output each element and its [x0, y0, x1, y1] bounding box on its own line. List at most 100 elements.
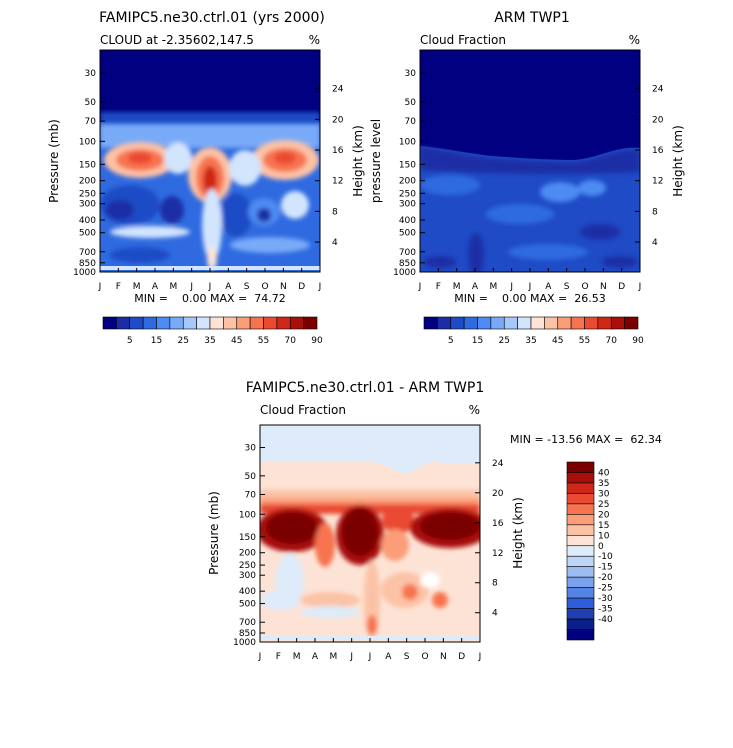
- panel-obs-colorbar-swatch: [437, 316, 452, 330]
- panel-model-colorbar-swatch: [249, 316, 264, 330]
- panel-diff-colorbar-label: 25: [598, 500, 609, 510]
- panel-model-month-tick-label: J: [318, 282, 322, 292]
- panel-obs-pressure-tick-label: 150: [399, 160, 416, 170]
- panel-obs-stats: MIN = 0.00 MAX = 26.53: [454, 292, 605, 305]
- panel-diff-ylabel: Pressure (mb): [207, 491, 221, 575]
- panel-model-colorbar-swatch: [209, 316, 224, 330]
- panel-model-colorbar-swatch: [169, 316, 184, 330]
- panel-obs-pressure-tick-label: 700: [399, 248, 416, 258]
- panel-model-stats: MIN = 0.00 MAX = 74.72: [134, 292, 285, 305]
- panel-diff-colorbar-label: 15: [598, 521, 609, 531]
- panel-model-colorbar-swatch: [223, 316, 238, 330]
- panel-obs-colorbar-swatch: [544, 316, 559, 330]
- panel-model-title: FAMIPC5.ne30.ctrl.01 (yrs 2000): [99, 10, 325, 26]
- panel-model-height-tick-label: 8: [332, 207, 338, 217]
- panel-obs-title: ARM TWP1: [494, 10, 570, 26]
- panel-model-height-tick-label: 12: [332, 177, 343, 187]
- panel-obs-colorbar-swatch: [530, 316, 545, 330]
- panel-diff-colorbar-swatch: [566, 545, 595, 557]
- panel-model-month-tick-label: N: [280, 282, 287, 292]
- panel-obs-subtitle: Cloud Fraction: [420, 33, 506, 47]
- panel-diff-colorbar-swatch: [566, 587, 595, 599]
- panel-obs-month-tick-label: D: [618, 282, 625, 292]
- panel-diff-month-tick-label: M: [293, 652, 301, 662]
- panel-diff-height-tick-label: 16: [492, 519, 504, 529]
- panel-model-colorbar-label: 25: [178, 336, 189, 346]
- panel-model-pressure-tick-label: 300: [79, 200, 96, 210]
- panel-obs-month-tick-label: J: [638, 282, 642, 292]
- panel-obs-colorbar: 5 15 25 35 45 55 70 90: [423, 316, 644, 346]
- panel-diff-pressure-tick-label: 700: [239, 618, 256, 628]
- panel-obs-month-tick-label: O: [581, 282, 588, 292]
- panel-diff-colorbar-label: -35: [598, 605, 613, 615]
- panel-model-colorbar: 5 15 25 35 45 55 70 90: [102, 316, 323, 346]
- panel-obs-month-tick-label: J: [509, 282, 513, 292]
- panel-model-pressure-tick-label: 500: [79, 229, 96, 239]
- panel-model-month-tick-label: D: [298, 282, 305, 292]
- panel-diff-ylabel-right: Height (km): [511, 497, 525, 568]
- panel-obs-colorbar-swatch: [584, 316, 599, 330]
- panel-diff-colorbar-swatch: [566, 524, 595, 536]
- panel-obs-colorbar-swatch: [503, 316, 518, 330]
- panel-model-colorbar-swatch: [129, 316, 144, 330]
- panel-model-colorbar-swatch: [142, 316, 157, 330]
- panel-obs-colorbar-swatch: [597, 316, 612, 330]
- panel-obs-ylabel: pressure level: [369, 119, 383, 203]
- panel-obs-colorbar-label: 35: [525, 336, 536, 346]
- panel-diff-pressure-tick-label: 200: [239, 549, 256, 559]
- panel-diff-pressure-tick-label: 250: [239, 561, 256, 571]
- panel-model-month-tick-label: J: [189, 282, 193, 292]
- panel-model-month-tick-label: A: [225, 282, 232, 292]
- panel-obs: ARM TWP1 Cloud Fraction % 30 50 70 100 150 20…: [369, 10, 685, 346]
- panel-obs-colorbar-swatch: [557, 316, 572, 330]
- panel-obs-month-tick-label: M: [453, 282, 461, 292]
- panel-diff-month-tick-label: A: [312, 652, 319, 662]
- panel-model-month-tick-label: S: [244, 282, 250, 292]
- panel-obs-month-tick-label: J: [528, 282, 532, 292]
- panel-model-colorbar-label: 55: [258, 336, 269, 346]
- panel-obs-pressure-tick-label: 70: [405, 117, 417, 127]
- panel-diff-height-tick-label: 8: [492, 579, 498, 589]
- panel-diff-units: %: [469, 403, 480, 417]
- panel-model-pressure-tick-label: 50: [85, 98, 97, 108]
- panel-obs-colorbar-label: 15: [472, 336, 483, 346]
- panel-model-pressure-tick-label: 1000: [73, 268, 96, 278]
- panel-obs-height-tick-label: 16: [652, 146, 664, 156]
- panel-diff-colorbar-swatch: [566, 482, 595, 494]
- panel-model-colorbar-label: 5: [127, 336, 133, 346]
- panel-model-month-tick-label: M: [133, 282, 141, 292]
- panel-diff-pressure-tick-label: 70: [245, 490, 257, 500]
- panel-model-height-tick-label: 24: [332, 85, 344, 95]
- panel-obs-colorbar-label: 5: [448, 336, 454, 346]
- panel-model-colorbar-swatch: [196, 316, 211, 330]
- panel-diff-colorbar-label: 0: [598, 542, 604, 552]
- panel-model-month-tick-label: O: [261, 282, 268, 292]
- panel-diff-month-tick-label: S: [404, 652, 410, 662]
- panel-obs-colorbar-swatch: [610, 316, 625, 330]
- panel-model-colorbar-swatch: [102, 316, 117, 330]
- panel-model-field: [100, 50, 320, 272]
- panel-obs-pressure-tick-label: 1000: [393, 268, 416, 278]
- panel-obs-units: %: [629, 33, 640, 47]
- panel-diff-colorbar-swatch: [566, 608, 595, 620]
- panel-model-colorbar-swatch: [303, 316, 318, 330]
- panel-diff-colorbar-swatch: [566, 472, 595, 484]
- panel-diff: FAMIPC5.ne30.ctrl.01 - ARM TWP1 Cloud Fr…: [207, 380, 662, 662]
- panel-diff-colorbar-swatch: [566, 618, 595, 630]
- panel-diff-colorbar-label: 35: [598, 479, 609, 489]
- panel-obs-pressure-tick-label: 850: [399, 259, 416, 269]
- panel-obs-colorbar-label: 25: [499, 336, 510, 346]
- panel-diff-month-tick-label: J: [368, 652, 372, 662]
- panel-diff-colorbar-label: -25: [598, 584, 613, 594]
- panel-obs-height-tick-label: 20: [652, 115, 664, 125]
- panel-diff-colorbar-swatch: [566, 555, 595, 568]
- panel-model-colorbar-label: 90: [311, 336, 323, 346]
- panel-obs-height-tick-label: 12: [652, 177, 663, 187]
- panel-diff-pressure-tick-label: 1000: [233, 638, 256, 648]
- panel-model-colorbar-label: 15: [151, 336, 162, 346]
- panel-obs-pressure-tick-label: 50: [405, 98, 417, 108]
